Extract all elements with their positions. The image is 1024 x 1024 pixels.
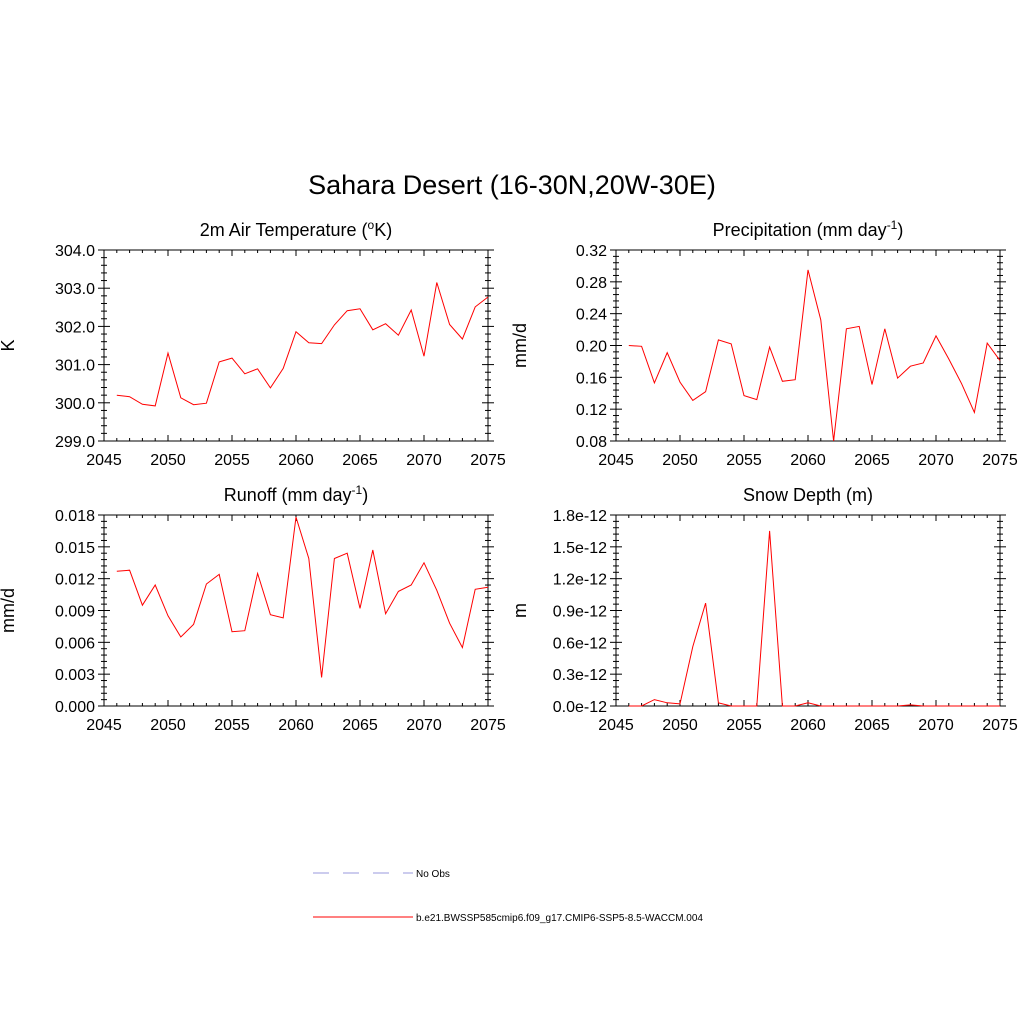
precipitation-y-tick-label: 0.20: [576, 339, 607, 356]
snow-depth-y-axis-label: m: [510, 603, 530, 618]
runoff-x-tick-label: 2075: [470, 717, 506, 734]
air-temperature-y-tick-label: 301.0: [55, 358, 95, 375]
air-temperature-y-tick-label: 302.0: [55, 319, 95, 336]
snow-depth-panel: 2045 2050 2055 2060 2065 2070 2075 0.0e-12 0.3e-…: [510, 485, 1018, 734]
snow-depth-y-tick-label: 1.5e-12: [553, 540, 607, 557]
air-temperature-y-tick-label: 304.0: [55, 243, 95, 260]
precipitation-y-tick-label: 0.08: [576, 434, 607, 451]
air-temperature-panel-title: 2m Air Temperature (oK): [200, 218, 392, 240]
runoff-y-tick-label: 0.000: [55, 699, 95, 716]
air-temperature-y-tick-label: 299.0: [55, 434, 95, 451]
precipitation-y-tick-label: 0.32: [576, 243, 607, 260]
runoff-y-tick-label: 0.009: [55, 604, 95, 621]
precipitation-y-tick-label: 0.28: [576, 275, 607, 292]
snow-depth-x-tick-label: 2050: [662, 717, 698, 734]
precipitation-y-axis-label: mm/d: [510, 323, 530, 368]
air-temperature-x-tick-label: 2055: [214, 452, 250, 469]
snow-depth-y-tick-label: 0.6e-12: [553, 635, 607, 652]
air-temperature-plot-frame: [103, 249, 489, 442]
legend-label: b.e21.BWSSP585cmip6.f09_g17.CMIP6-SSP5-8…: [416, 913, 703, 924]
air-temperature-panel: 2045 2050 2055 2060 2065 2070 2075 299.0 300.0 30…: [0, 218, 506, 469]
runoff-series-line: [116, 516, 489, 678]
snow-depth-series-line: [628, 530, 1000, 707]
snow-depth-x-tick-label: 2060: [790, 717, 826, 734]
precipitation-x-tick-label: 2060: [790, 452, 826, 469]
runoff-y-tick-label: 0.015: [55, 540, 95, 557]
runoff-x-tick-label: 2055: [214, 717, 250, 734]
snow-depth-y-tick-label: 1.8e-12: [553, 508, 607, 525]
precipitation-x-tick-label: 2055: [726, 452, 762, 469]
runoff-x-tick-label: 2060: [278, 717, 314, 734]
snow-depth-x-tick-label: 2055: [726, 717, 762, 734]
legend-label: No Obs: [416, 869, 450, 880]
air-temperature-x-tick-label: 2050: [150, 452, 186, 469]
air-temperature-series-line: [116, 282, 489, 407]
runoff-x-tick-label: 2070: [406, 717, 442, 734]
air-temperature-x-tick-label: 2060: [278, 452, 314, 469]
snow-depth-x-tick-label: 2065: [854, 717, 890, 734]
runoff-x-tick-label: 2065: [342, 717, 378, 734]
snow-depth-y-tick-label: 1.2e-12: [553, 572, 607, 589]
runoff-x-tick-label: 2050: [150, 717, 186, 734]
snow-depth-plot-frame: [615, 514, 1001, 707]
air-temperature-x-tick-label: 2065: [342, 452, 378, 469]
precipitation-x-tick-label: 2050: [662, 452, 698, 469]
air-temperature-y-tick-label: 303.0: [55, 281, 95, 298]
precipitation-x-tick-label: 2065: [854, 452, 890, 469]
snow-depth-x-tick-label: 2070: [918, 717, 954, 734]
air-temperature-y-tick-label: 300.0: [55, 396, 95, 413]
air-temperature-x-tick-label: 2075: [470, 452, 506, 469]
precipitation-series-line: [628, 269, 1001, 442]
runoff-y-tick-label: 0.003: [55, 667, 95, 684]
precipitation-y-tick-label: 0.24: [576, 307, 607, 324]
runoff-panel-title: Runoff (mm day-1): [224, 483, 368, 505]
runoff-y-tick-label: 0.012: [55, 572, 95, 589]
precipitation-panel-title: Precipitation (mm day-1): [713, 218, 904, 240]
snow-depth-panel-title: Snow Depth (m): [743, 485, 873, 505]
precipitation-x-tick-label: 2075: [982, 452, 1018, 469]
runoff-panel: 2045 2050 2055 2060 2065 2070 2075 0.000 0.003 0.…: [0, 483, 506, 734]
runoff-x-tick-label: 2045: [86, 717, 122, 734]
air-temperature-y-axis-label: K: [0, 339, 18, 351]
precipitation-x-tick-label: 2045: [598, 452, 634, 469]
snow-depth-x-tick-label: 2045: [598, 717, 634, 734]
figure-title: Sahara Desert (16-30N,20W-30E): [308, 170, 716, 200]
runoff-y-tick-label: 0.006: [55, 635, 95, 652]
snow-depth-y-tick-label: 0.9e-12: [553, 604, 607, 621]
air-temperature-x-tick-label: 2045: [86, 452, 122, 469]
precipitation-y-tick-label: 0.12: [576, 402, 607, 419]
precipitation-panel: 2045 2050 2055 2060 2065 2070 2075 0.08 0.12 0.16…: [510, 218, 1018, 469]
legend: No Obs b.e21.BWSSP585cmip6.f09_g17.CMIP6-…: [313, 869, 703, 924]
snow-depth-x-tick-label: 2075: [982, 717, 1018, 734]
air-temperature-x-tick-label: 2070: [406, 452, 442, 469]
runoff-plot-frame: [103, 514, 489, 707]
runoff-y-tick-label: 0.018: [55, 508, 95, 525]
precipitation-plot-frame: [615, 249, 1001, 442]
precipitation-y-tick-label: 0.16: [576, 370, 607, 387]
snow-depth-y-tick-label: 0.3e-12: [553, 667, 607, 684]
snow-depth-y-tick-label: 0.0e-12: [553, 699, 607, 716]
runoff-y-axis-label: mm/d: [0, 588, 18, 633]
precipitation-x-tick-label: 2070: [918, 452, 954, 469]
